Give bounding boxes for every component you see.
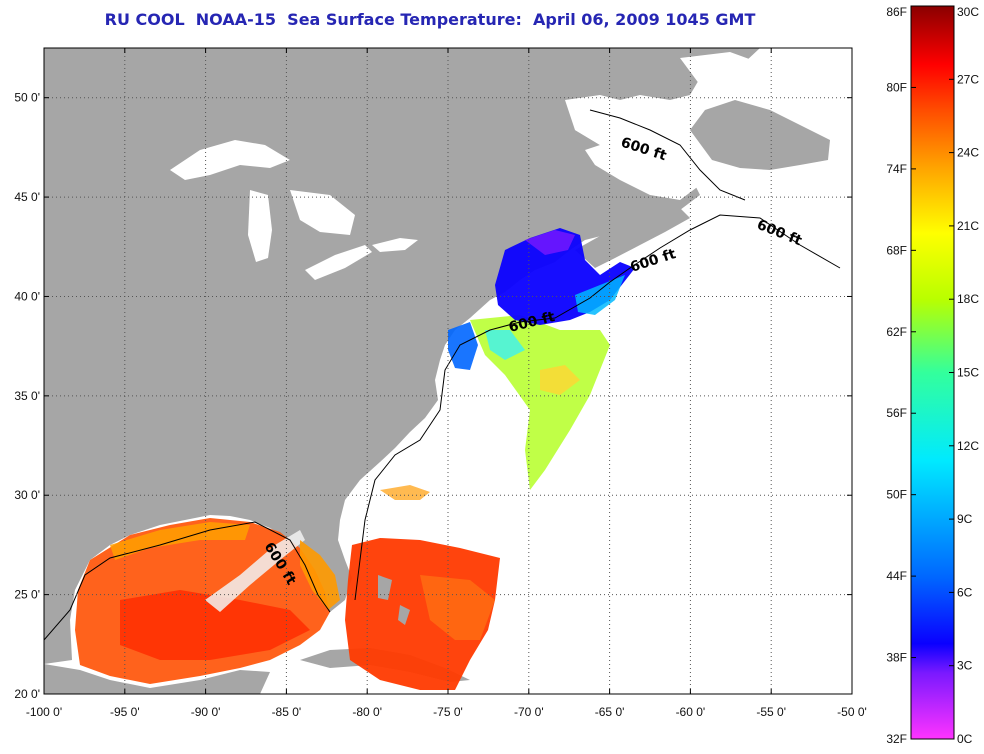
sst-chesapeake-blue: [448, 322, 478, 370]
y-tick-label: 50 0': [14, 91, 40, 105]
colorbar-celsius-labels: 30C 27C 24C 21C 18C 15C 12C 9C 6C 3C 0C: [949, 5, 979, 746]
sst-florida-shelf: [300, 540, 340, 610]
x-tick-label: -90 0': [191, 705, 221, 719]
sst-carolina-patch: [380, 485, 430, 500]
x-tick-label: -100 0': [26, 705, 62, 719]
colorbar-fahrenheit-label: 50F: [886, 488, 907, 502]
sst-midatlantic-cyan: [485, 330, 525, 360]
y-tick-label: 35 0': [14, 389, 40, 403]
land-newfoundland: [690, 100, 830, 170]
colorbar-celsius-label: 3C: [957, 659, 973, 673]
x-tick-label: -60 0': [676, 705, 706, 719]
x-tick-label: -55 0': [756, 705, 786, 719]
colorbar-fahrenheit-label: 56F: [886, 406, 907, 420]
lake-michigan: [248, 190, 272, 262]
sst-bahamas-islands: [378, 575, 410, 625]
colorbar-celsius-label: 15C: [957, 366, 979, 380]
colorbar-celsius-label: 12C: [957, 439, 979, 453]
colorbar-celsius-label: 30C: [957, 5, 979, 19]
x-tick-label: -70 0': [514, 705, 544, 719]
land-yucatan: [44, 664, 270, 694]
lake-superior: [170, 140, 290, 180]
sst-gulf-cool-streak: [205, 530, 305, 612]
x-tick-label: -75 0': [433, 705, 463, 719]
latitude-axis: 20 0' 25 0' 30 0' 35 0' 40 0' 45 0' 50 0': [14, 91, 852, 701]
sst-gulf-shelf: [110, 522, 250, 560]
colorbar-celsius-label: 21C: [957, 219, 979, 233]
colorbar-fahrenheit-labels: 86F 80F 74F 68F 62F 56F 50F 44F 38F 32F: [886, 5, 916, 746]
x-tick-label: -95 0': [110, 705, 140, 719]
colorbar-fahrenheit-label: 68F: [886, 243, 907, 257]
gulf-st-lawrence: [565, 95, 700, 200]
colorbar-fahrenheit-label: 80F: [886, 80, 907, 94]
colorbar-celsius-label: 18C: [957, 292, 979, 306]
x-tick-label: -80 0': [352, 705, 382, 719]
colorbar: [910, 5, 955, 740]
map-title: RU COOL NOAA-15 Sea Surface Temperature:…: [104, 10, 756, 29]
land-nova-scotia: [575, 208, 690, 268]
sst-gulf-of-maine-purple: [525, 230, 575, 255]
lake-erie: [305, 245, 372, 280]
land-north-america: [44, 48, 760, 664]
colorbar-fahrenheit-label: 44F: [886, 569, 907, 583]
isobath-600ft: [43, 214, 841, 641]
colorbar-celsius-label: 24C: [957, 146, 979, 160]
y-tick-label: 45 0': [14, 190, 40, 204]
y-tick-label: 40 0': [14, 289, 40, 303]
colorbar-fahrenheit-label: 62F: [886, 325, 907, 339]
sst-gulf-warm-core: [120, 590, 310, 660]
y-tick-label: 25 0': [14, 588, 40, 602]
sst-georges-bank: [575, 275, 625, 315]
sst-midatlantic-yellow: [540, 365, 580, 395]
lake-huron: [290, 190, 355, 235]
northern-water: [680, 52, 752, 85]
sst-bahamas-outer: [420, 575, 495, 640]
colorbar-celsius-label: 27C: [957, 72, 979, 86]
sst-bahamas: [345, 538, 500, 690]
lake-ontario: [372, 238, 418, 252]
y-tick-label: 20 0': [14, 687, 40, 701]
longitude-axis: -100 0' -95 0' -90 0' -85 0' -80 0' -75 0' -70…: [26, 48, 867, 719]
isobath-600ft-gslawrence: [589, 109, 746, 201]
colorbar-celsius-label: 6C: [957, 585, 973, 599]
colorbar-fahrenheit-label: 38F: [886, 651, 907, 665]
colorbar-fahrenheit-label: 74F: [886, 162, 907, 176]
colorbar-celsius-label: 9C: [957, 512, 973, 526]
colorbar-fahrenheit-label: 86F: [886, 5, 907, 19]
colorbar-celsius-label: 0C: [957, 732, 973, 746]
x-tick-label: -50 0': [837, 705, 867, 719]
x-tick-label: -85 0': [272, 705, 302, 719]
y-tick-label: 30 0': [14, 488, 40, 502]
x-tick-label: -65 0': [595, 705, 625, 719]
graticule: [44, 48, 852, 694]
colorbar-fahrenheit-label: 32F: [886, 732, 907, 746]
